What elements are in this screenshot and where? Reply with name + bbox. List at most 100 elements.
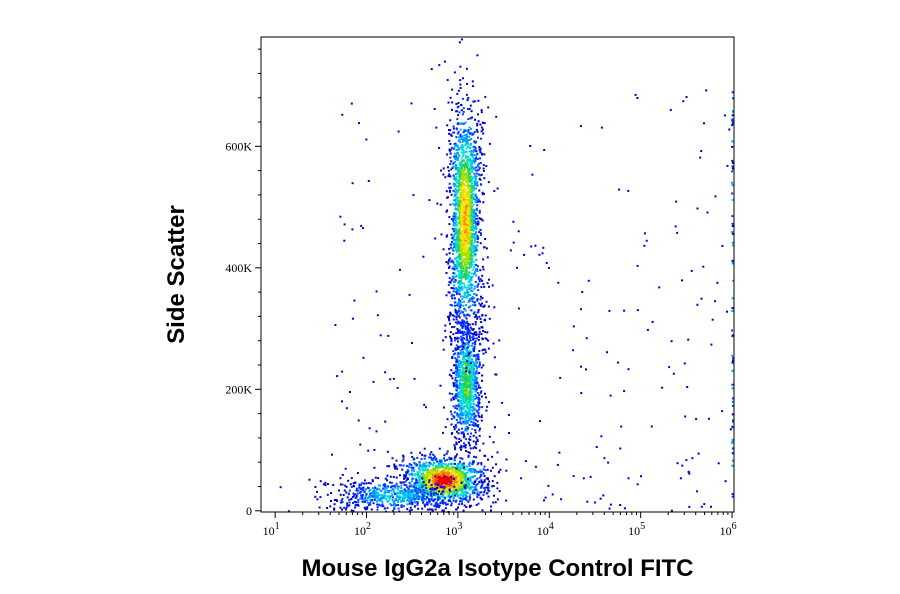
event-dot (731, 114, 734, 117)
event-dot (448, 186, 451, 189)
event-dot (589, 475, 592, 478)
event-dot (460, 403, 463, 406)
event-dot (398, 464, 401, 467)
event-dot (473, 173, 476, 176)
event-dot (472, 370, 475, 373)
event-dot (508, 432, 510, 434)
event-dot (473, 416, 476, 419)
event-dot (440, 233, 443, 236)
event-dot (470, 369, 473, 372)
event-dot (731, 329, 734, 332)
event-dot (731, 310, 734, 312)
event-dot (731, 361, 734, 364)
event-dot (465, 237, 468, 240)
event-dot (473, 345, 476, 348)
event-dot (436, 202, 439, 205)
event-dot (464, 475, 467, 478)
event-dot (463, 226, 466, 229)
event-dot (465, 164, 468, 167)
event-dot (471, 177, 474, 180)
event-dot (478, 415, 481, 418)
event-dot (470, 350, 473, 353)
event-dot (461, 122, 464, 125)
event-dot (459, 470, 462, 473)
event-dot (454, 394, 457, 397)
event-dot (458, 379, 461, 382)
event-dot (465, 262, 468, 264)
event-dot (357, 499, 360, 501)
event-dot (731, 413, 734, 416)
event-dot (524, 460, 527, 463)
event-dot (484, 469, 487, 472)
event-dot (465, 133, 468, 136)
event-dot (442, 167, 445, 170)
event-dot (475, 456, 478, 459)
event-dot (471, 297, 474, 300)
event-dot (434, 237, 437, 240)
event-dot (452, 215, 455, 218)
event-dot (477, 353, 480, 356)
event-dot (463, 397, 466, 400)
event-dot (438, 483, 441, 485)
event-dot (487, 106, 490, 109)
event-dot (467, 129, 470, 132)
event-dot (460, 478, 463, 481)
event-dot (454, 258, 457, 260)
event-dot (455, 404, 458, 407)
event-dot (474, 488, 477, 491)
event-dot (478, 481, 481, 484)
event-dot (461, 230, 464, 233)
event-dot (460, 404, 463, 407)
event-dot (482, 468, 485, 471)
event-dot (459, 229, 462, 232)
event-dot (458, 188, 461, 191)
event-dot (455, 426, 458, 429)
event-dot (669, 108, 672, 111)
event-dot (450, 485, 453, 488)
event-dot (468, 267, 471, 269)
event-dot (416, 456, 419, 459)
event-dot (463, 466, 466, 469)
event-dot (470, 276, 473, 279)
event-dot (475, 358, 478, 361)
event-dot (480, 395, 483, 398)
event-dot (480, 419, 483, 422)
event-dot (456, 118, 459, 121)
event-dot (466, 263, 469, 265)
event-dot (462, 173, 465, 176)
event-dot (431, 509, 434, 512)
event-dot (466, 219, 469, 222)
event-dot (452, 202, 455, 205)
event-dot (477, 309, 480, 311)
event-dot (457, 130, 460, 133)
event-dot (448, 319, 451, 322)
event-dot (456, 288, 459, 291)
event-dot (471, 471, 474, 473)
event-dot (482, 348, 485, 351)
event-dot (458, 415, 460, 418)
event-dot (478, 402, 481, 404)
event-dot (470, 376, 473, 379)
event-dot (446, 480, 449, 483)
event-dot (451, 481, 454, 484)
event-dot (433, 493, 435, 496)
event-dot (467, 275, 470, 278)
event-dot (406, 508, 409, 511)
event-dot (391, 498, 394, 501)
event-dot (731, 440, 734, 443)
event-dot (433, 457, 435, 460)
event-dot (732, 110, 735, 112)
event-dot (469, 172, 472, 175)
event-dot (455, 156, 458, 159)
event-dot (457, 362, 460, 365)
event-dot (492, 485, 495, 487)
event-dot (424, 478, 427, 481)
event-dot (456, 229, 459, 232)
event-dot (457, 154, 460, 156)
event-dot (415, 484, 418, 487)
event-dot (459, 323, 462, 326)
event-dot (437, 468, 440, 471)
event-dot (491, 485, 494, 488)
event-dot (466, 82, 469, 85)
event-dot (460, 392, 463, 395)
